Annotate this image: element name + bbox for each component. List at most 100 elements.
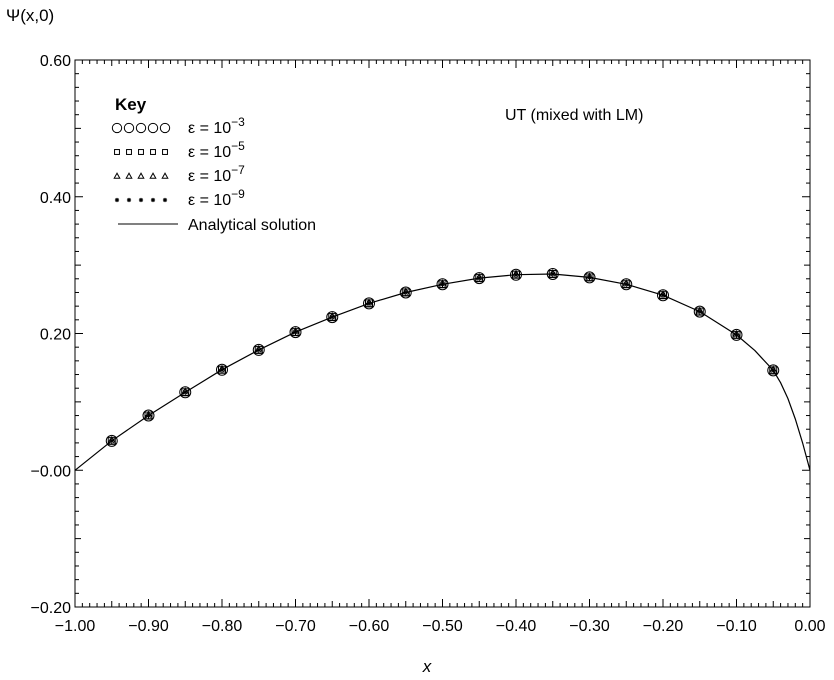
legend-circle-symbol xyxy=(111,122,123,134)
x-axis-label: x xyxy=(422,657,432,676)
circle-data-point xyxy=(105,434,118,447)
x-tick-label: −0.60 xyxy=(349,618,390,635)
star-data-point xyxy=(549,271,556,278)
star-data-point xyxy=(182,389,189,396)
legend-star-symbol xyxy=(150,197,156,203)
legend-triangle-symbol xyxy=(125,172,133,179)
star-data-point xyxy=(623,281,630,288)
circle-data-point xyxy=(693,305,706,318)
star-data-point-stroke xyxy=(660,292,666,298)
star-data-point xyxy=(108,437,115,444)
legend-square-symbol xyxy=(126,149,132,155)
legend-star-symbol xyxy=(162,197,168,203)
circle-data-point xyxy=(216,363,228,376)
star-data-point-stroke xyxy=(440,281,445,287)
legend-star-symbol-stroke xyxy=(127,198,131,202)
legend-star-symbol-stroke xyxy=(163,198,167,202)
star-data-point xyxy=(660,292,666,299)
circle-data-point xyxy=(252,343,265,356)
legend-title: Key xyxy=(115,95,147,114)
legend-circle-symbol xyxy=(159,122,171,134)
circle-data-point xyxy=(730,328,743,341)
legend-square-symbol xyxy=(138,149,144,155)
star-data-point-stroke xyxy=(697,309,703,315)
star-data-point xyxy=(513,271,519,278)
star-data-point-stroke xyxy=(513,272,519,278)
circle-data-point xyxy=(657,289,669,302)
x-tick-label: −0.10 xyxy=(716,618,757,635)
y-tick-label: 0.60 xyxy=(40,53,71,70)
legend-star-symbol-stroke xyxy=(115,198,119,202)
circle-data-point xyxy=(583,271,596,284)
annotation-text: UT (mixed with LM) xyxy=(505,107,643,124)
star-data-point-stroke xyxy=(476,275,482,281)
star-data-point xyxy=(696,308,703,315)
star-data-point xyxy=(770,367,777,374)
legend-star-symbol-stroke xyxy=(151,198,155,202)
x-tick-label: −0.50 xyxy=(422,618,463,635)
data-markers-layer xyxy=(105,268,780,447)
star-data-point-stroke xyxy=(403,290,409,295)
legend-star-symbol xyxy=(114,197,120,203)
axes xyxy=(74,59,811,608)
star-data-point xyxy=(402,289,409,296)
star-data-point-stroke xyxy=(623,281,629,287)
circle-data-point xyxy=(363,297,375,310)
analytical-curve-layer xyxy=(74,273,811,471)
star-data-point xyxy=(586,274,593,281)
circle-data-point xyxy=(399,286,412,299)
star-data-point xyxy=(439,281,446,288)
star-data-point xyxy=(476,275,483,282)
circle-data-point xyxy=(620,278,633,291)
legend-star-symbol xyxy=(138,197,144,203)
x-tick-label: −0.20 xyxy=(643,618,684,635)
x-tick-label: −0.30 xyxy=(569,618,610,635)
y-tick-label: −0.00 xyxy=(31,463,72,480)
star-data-point-stroke xyxy=(550,271,556,277)
x-tick-label: −1.00 xyxy=(55,618,96,635)
x-tick-label: −0.70 xyxy=(275,618,316,635)
legend-entry-label: ε = 10−7 xyxy=(188,163,245,185)
x-tick-label: −0.90 xyxy=(128,618,169,635)
circle-data-point xyxy=(473,272,486,285)
star-data-point-stroke xyxy=(219,367,225,373)
circle-data-point xyxy=(289,326,302,339)
legend-star-symbol-stroke xyxy=(139,198,143,202)
y-tick-label: 0.20 xyxy=(40,327,71,344)
legend-entry-label: ε = 10−3 xyxy=(188,115,245,137)
star-data-point xyxy=(292,329,299,336)
plot-frame xyxy=(74,59,811,608)
legend-square-symbol xyxy=(162,149,168,155)
legend-square-symbol xyxy=(114,149,120,155)
legend-circle-symbol xyxy=(147,122,159,134)
star-data-point-stroke xyxy=(146,413,151,419)
star-data-point-stroke xyxy=(109,438,115,444)
star-data-point-stroke xyxy=(366,300,372,306)
x-tick-label: −0.40 xyxy=(496,618,537,635)
star-data-point xyxy=(366,300,372,307)
star-data-point-stroke xyxy=(293,329,298,335)
circle-data-point xyxy=(179,386,192,399)
star-data-point-stroke xyxy=(587,274,592,280)
star-data-point-stroke xyxy=(182,389,188,395)
legend: Key ε = 10−3ε = 10−5ε = 10−7ε = 10−9 Anal… xyxy=(111,95,316,234)
star-data-point xyxy=(733,331,740,338)
legend-triangle-symbol xyxy=(137,172,145,179)
y-axis-label: Ψ(x,0) xyxy=(6,6,55,25)
star-data-point xyxy=(255,346,262,353)
legend-star-symbol xyxy=(126,197,132,203)
legend-analytical-label: Analytical solution xyxy=(188,217,316,234)
legend-entry-label: ε = 10−9 xyxy=(188,187,245,209)
circle-data-point xyxy=(546,268,559,281)
star-data-point xyxy=(329,314,336,321)
legend-circle-symbol xyxy=(135,122,147,134)
x-tick-label: 0.00 xyxy=(794,618,825,635)
star-data-point-stroke xyxy=(329,314,335,320)
analytical-solution-line xyxy=(74,273,811,471)
star-data-point-stroke xyxy=(256,347,262,353)
legend-triangle-symbol xyxy=(161,172,169,179)
circle-data-point xyxy=(326,311,339,324)
y-tick-label: 0.40 xyxy=(40,190,71,207)
x-tick-label: −0.80 xyxy=(202,618,243,635)
